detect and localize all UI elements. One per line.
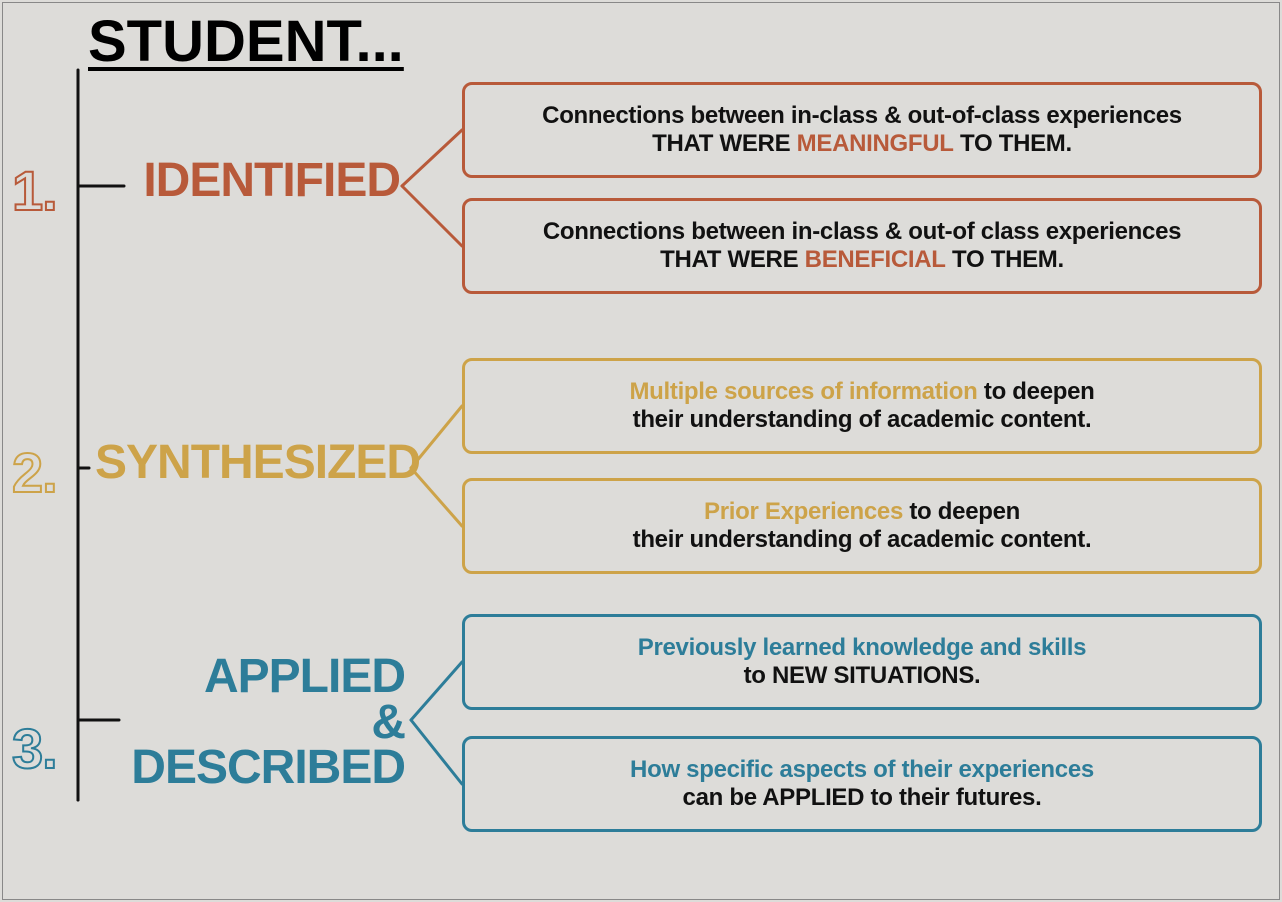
box-line1: Previously learned knowledge and skills xyxy=(638,634,1086,662)
box-line2: their understanding of academic content. xyxy=(633,406,1092,434)
box-line2: to NEW SITUATIONS. xyxy=(744,662,981,690)
box-line2: can be APPLIED to their futures. xyxy=(683,784,1042,812)
step1-box-2: Connections between in-class & out-of cl… xyxy=(462,198,1262,294)
step1-label: IDENTIFIED xyxy=(130,158,400,204)
page-title: STUDENT... xyxy=(88,8,404,75)
box-line1: Multiple sources of information to deepe… xyxy=(629,378,1094,406)
step2-number: 2. xyxy=(12,440,57,505)
step2-box-2: Prior Experiences to deepentheir underst… xyxy=(462,478,1262,574)
box-line1: How specific aspects of their experience… xyxy=(630,756,1094,784)
box-line1: Prior Experiences to deepen xyxy=(704,498,1020,526)
box-line2: their understanding of academic content. xyxy=(633,526,1092,554)
step3-box-2: How specific aspects of their experience… xyxy=(462,736,1262,832)
step2-label: SYNTHESIZED xyxy=(95,440,405,486)
box-line2: THAT WERE MEANINGFUL TO THEM. xyxy=(652,130,1072,158)
box-line1: Connections between in-class & out-of-cl… xyxy=(542,102,1182,130)
step2-box-1: Multiple sources of information to deepe… xyxy=(462,358,1262,454)
step1-number: 1. xyxy=(12,158,57,223)
box-line2: THAT WERE BENEFICIAL TO THEM. xyxy=(660,246,1064,274)
step3-number: 3. xyxy=(12,716,57,781)
step1-box-1: Connections between in-class & out-of-cl… xyxy=(462,82,1262,178)
step3-box-1: Previously learned knowledge and skillst… xyxy=(462,614,1262,710)
box-line1: Connections between in-class & out-of cl… xyxy=(543,218,1181,246)
step3-label: APPLIED&DESCRIBED xyxy=(125,654,405,791)
